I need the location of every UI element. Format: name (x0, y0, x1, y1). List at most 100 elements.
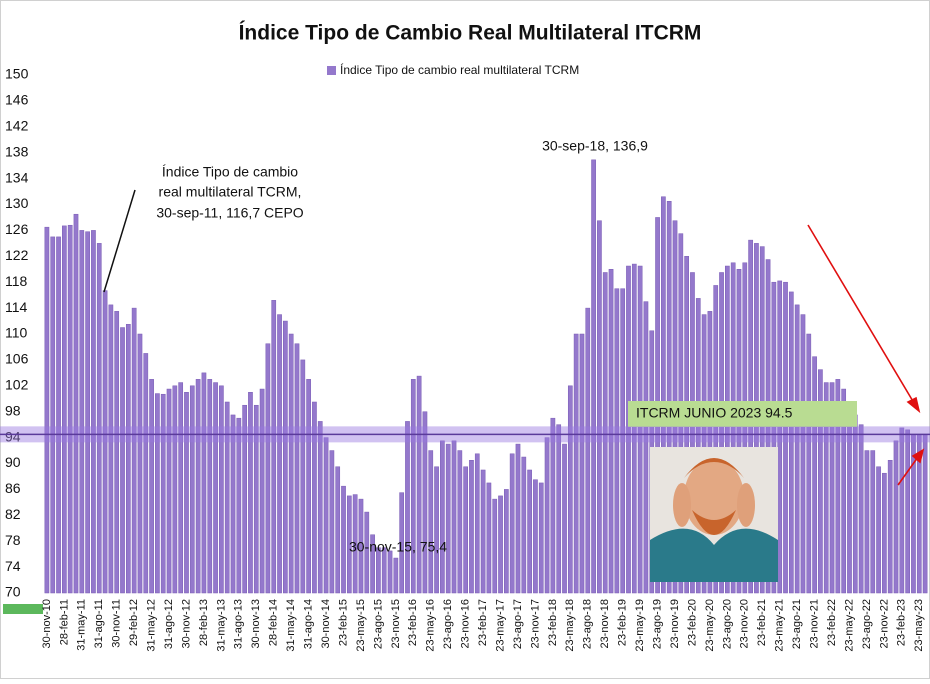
x-tick-label: 30-nov-12 (180, 599, 192, 649)
bar (312, 401, 317, 594)
annotation: 30-sep-11, 116,7 CEPO (156, 205, 303, 221)
bar (591, 159, 596, 594)
bar (172, 385, 178, 594)
bar (533, 479, 538, 594)
bar (236, 417, 242, 594)
bar (643, 301, 649, 594)
x-tick-label: 23-ago-22 (861, 599, 873, 649)
axis-marker (3, 604, 43, 614)
bar (79, 230, 85, 594)
bar (666, 201, 672, 594)
bar (428, 450, 434, 594)
bar (125, 324, 131, 594)
bar (422, 411, 428, 594)
bar (835, 379, 841, 594)
bar (445, 443, 451, 594)
y-tick-label: 90 (5, 454, 21, 470)
bar (381, 547, 387, 594)
bar (562, 443, 567, 594)
x-tick-label: 23-may-19 (634, 599, 646, 652)
bar (440, 440, 445, 594)
bar (184, 392, 189, 594)
bar (794, 304, 800, 594)
bar (56, 236, 61, 594)
bar (335, 466, 341, 594)
x-tick-label: 23-feb-21 (756, 599, 768, 646)
y-tick-label: 150 (5, 66, 29, 82)
x-tick-label: 23-nov-19 (669, 599, 681, 649)
bar (521, 456, 527, 594)
x-tick-label: 23-nov-15 (390, 599, 402, 649)
bar (213, 382, 218, 594)
x-tick-label: 23-feb-15 (337, 599, 349, 646)
bar (864, 450, 870, 594)
bar (207, 379, 213, 594)
annotation: Índice Tipo de cambio (162, 164, 298, 180)
bar (463, 466, 468, 594)
bar (556, 424, 562, 594)
bar (410, 379, 416, 594)
bar (515, 443, 521, 594)
x-tick-label: 31-may-13 (215, 599, 227, 652)
bar (631, 263, 637, 594)
bar (608, 269, 614, 594)
x-tick-label: 23-feb-22 (826, 599, 838, 646)
x-tick-label: 23-ago-15 (372, 599, 384, 649)
bar (812, 356, 817, 594)
bar (614, 288, 620, 594)
y-tick-label: 122 (5, 247, 29, 263)
bar (44, 226, 50, 594)
x-tick-label: 23-nov-20 (739, 599, 751, 649)
bar (602, 272, 608, 594)
bar (783, 281, 788, 594)
x-tick-label: 28-feb-13 (198, 599, 210, 646)
x-tick-label: 30-nov-10 (41, 599, 53, 649)
bar (224, 401, 230, 594)
bar (271, 300, 277, 594)
x-tick-label: 28-feb-11 (58, 599, 70, 645)
x-tick-label: 31-may-11 (76, 599, 88, 651)
bar (277, 314, 282, 594)
reference-box (628, 401, 857, 427)
annotation: 30-sep-18, 136,9 (542, 138, 648, 154)
x-tick-label: 30-nov-11 (111, 599, 123, 648)
bar (370, 534, 375, 594)
bar (480, 469, 486, 594)
bar (399, 492, 405, 594)
bar (242, 404, 247, 594)
bar (626, 265, 631, 594)
x-tick-label: 23-ago-21 (791, 599, 803, 649)
bar (230, 414, 236, 594)
y-tick-label: 130 (5, 195, 29, 211)
bar (823, 382, 829, 594)
bar (899, 427, 905, 594)
y-tick-label: 118 (5, 273, 28, 289)
x-tick-label: 31-ago-14 (303, 599, 315, 649)
bar (788, 291, 794, 594)
bar (67, 224, 73, 594)
x-tick-label: 29-feb-12 (128, 599, 140, 646)
bar (713, 285, 719, 594)
bar (597, 220, 602, 594)
bar (544, 437, 550, 594)
x-tick-label: 23-feb-18 (547, 599, 559, 646)
x-tick-label: 23-may-23 (913, 599, 925, 652)
bar (620, 288, 626, 594)
bar (771, 281, 777, 594)
bar (806, 333, 812, 594)
x-tick-label: 23-nov-17 (529, 599, 541, 649)
bar (451, 440, 457, 594)
bar (736, 269, 742, 594)
y-tick-label: 98 (5, 402, 21, 418)
bar (527, 469, 532, 594)
y-tick-label: 70 (5, 584, 21, 600)
y-tick-label: 102 (5, 377, 29, 393)
y-tick-label: 126 (5, 221, 29, 237)
bar (283, 320, 288, 594)
bar (922, 434, 928, 594)
bar (882, 472, 887, 594)
bar (160, 393, 166, 594)
bar (120, 327, 125, 594)
x-tick-label: 23-may-15 (355, 599, 367, 652)
bar (219, 385, 224, 594)
